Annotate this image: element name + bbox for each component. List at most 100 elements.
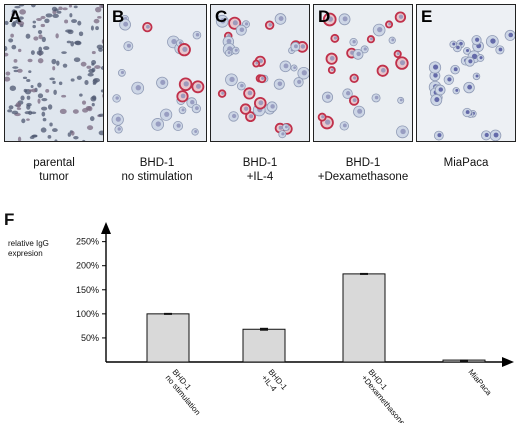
y-tick-label: 50% xyxy=(81,333,99,343)
caption-line: +Dexamethasone xyxy=(317,171,409,183)
cell-nucleus xyxy=(342,16,348,22)
tissue-nucleus xyxy=(11,44,17,50)
caption-c: BHD-1 +IL-4 xyxy=(200,156,320,184)
cell-nucleus xyxy=(433,64,439,70)
cell-nucleus xyxy=(227,51,231,55)
y-tick-label: 200% xyxy=(76,261,99,271)
tissue-nucleus xyxy=(82,139,86,141)
tissue-nucleus xyxy=(37,93,44,99)
tissue-nucleus xyxy=(15,102,22,108)
tissue-background xyxy=(5,5,103,141)
cell-nucleus xyxy=(229,76,235,83)
tissue-nucleus xyxy=(55,33,59,39)
cell-nucleus xyxy=(471,53,478,60)
bar xyxy=(242,328,286,363)
tissue-nucleus xyxy=(65,29,72,33)
cell-nucleus xyxy=(437,133,442,138)
tissue-nucleus xyxy=(13,69,19,73)
tissue-nucleus xyxy=(37,82,42,88)
cell-nucleus xyxy=(327,16,333,22)
tissue-nucleus xyxy=(87,72,94,77)
tissue-nucleus xyxy=(45,88,50,93)
tissue-nucleus xyxy=(62,7,68,11)
cell-nucleus xyxy=(146,24,150,29)
tissue-nucleus xyxy=(73,5,78,9)
tissue-nucleus xyxy=(98,113,103,117)
tissue-nucleus xyxy=(91,62,95,66)
tissue-nucleus xyxy=(8,105,14,110)
tissue-nucleus xyxy=(12,21,16,26)
tissue-nucleus xyxy=(72,109,79,114)
cell-nucleus xyxy=(194,130,198,133)
cell-nucleus xyxy=(352,40,356,44)
cell-nucleus xyxy=(468,59,473,64)
cell-nucleus xyxy=(490,38,496,44)
tissue-nucleus xyxy=(47,135,52,139)
cell-nucleus xyxy=(508,32,514,38)
panel-e: E xyxy=(416,4,516,142)
cell-nucleus xyxy=(452,42,456,46)
tissue-nucleus xyxy=(101,39,103,44)
cell-nucleus xyxy=(249,114,254,119)
cell-nucleus xyxy=(352,98,357,103)
cell-nucleus xyxy=(455,88,459,92)
tissue-nucleus xyxy=(99,5,103,9)
error-bar xyxy=(164,312,172,315)
tissue-nucleus xyxy=(30,50,35,55)
cell-nucleus xyxy=(388,22,392,26)
bar xyxy=(342,273,386,363)
cell-nucleus xyxy=(370,37,373,41)
cell-nucleus xyxy=(374,95,379,100)
tissue-nucleus xyxy=(17,68,23,73)
tissue-nucleus xyxy=(43,46,50,51)
tissue-nucleus xyxy=(52,128,58,133)
category-label: MiaPaca xyxy=(466,368,493,398)
tissue-nucleus xyxy=(10,33,14,38)
cell-nucleus xyxy=(475,37,480,42)
cell-nucleus xyxy=(268,23,272,27)
cell-nucleus xyxy=(234,48,238,52)
tissue-nucleus xyxy=(68,5,72,8)
tissue-nucleus xyxy=(69,13,73,18)
panel-letter: C xyxy=(215,7,228,26)
cell-nucleus xyxy=(244,22,249,26)
panel-letter: B xyxy=(112,7,125,26)
cell-nucleus xyxy=(226,38,232,44)
tissue-nucleus xyxy=(98,130,103,136)
cell-nucleus xyxy=(329,55,335,61)
cell-nucleus xyxy=(353,76,357,80)
tissue-nucleus xyxy=(54,139,58,141)
tissue-nucleus xyxy=(41,111,46,117)
tissue-nucleus xyxy=(45,13,53,18)
tissue-nucleus xyxy=(91,102,95,107)
cell-nucleus xyxy=(178,41,183,45)
caption-line: no stimulation xyxy=(121,171,193,183)
cell-nucleus xyxy=(400,128,406,135)
panel-a: A xyxy=(4,4,104,142)
panel-c: C xyxy=(210,4,310,142)
caption-e: MiaPaca xyxy=(406,156,520,170)
panel-letter: D xyxy=(318,7,331,26)
tissue-nucleus xyxy=(52,66,56,71)
cell-nucleus xyxy=(453,67,458,72)
tissue-nucleus xyxy=(61,51,67,54)
tissue-nucleus xyxy=(41,98,48,102)
cell-nucleus xyxy=(283,63,289,69)
tissue-nucleus xyxy=(36,17,42,21)
tissue-nucleus xyxy=(97,16,102,19)
tissue-nucleus xyxy=(12,66,19,69)
panel-letter-f: F xyxy=(4,210,15,229)
caption-line: +IL-4 xyxy=(246,171,274,183)
tissue-nucleus xyxy=(11,12,16,17)
cell-nucleus xyxy=(284,125,288,129)
tissue-nucleus xyxy=(24,111,31,115)
tissue-nucleus xyxy=(90,25,94,31)
y-tick-label: 250% xyxy=(76,237,99,247)
tissue-nucleus xyxy=(70,78,75,82)
tissue-nucleus xyxy=(5,20,9,25)
y-tick-label: 100% xyxy=(76,309,99,319)
tissue-nucleus xyxy=(40,23,46,28)
cell-nucleus xyxy=(493,132,499,138)
cell-nucleus xyxy=(293,44,298,49)
